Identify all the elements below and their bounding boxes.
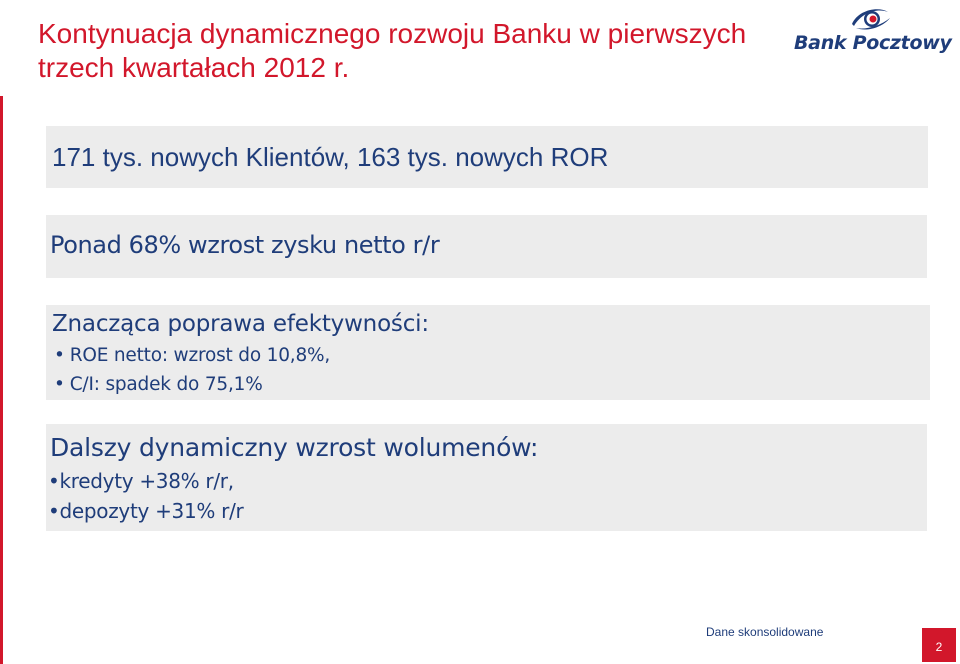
list-item-text: ROE netto: wzrost do 10,8%, [69,345,331,366]
bullet-icon: • [54,374,65,395]
left-accent-rule [0,96,3,664]
list-item: •kredyty +38% r/r, [48,469,234,493]
key-point-box-volumes: Dalszy dynamiczny wzrost wolumenów: •kre… [46,424,927,531]
bullet-icon: • [48,499,60,523]
key-point-box-efficiency: Znacząca poprawa efektywności: • ROE nett… [46,305,930,400]
logo-wordmark: Bank Pocztowy [794,32,952,54]
bank-pocztowy-emblem-icon [852,9,890,30]
key-point-box-profit: Ponad 68% wzrost zysku netto r/r [46,215,927,278]
key-point-text: Ponad 68% wzrost zysku netto r/r [50,231,440,259]
bullet-icon: • [48,469,60,493]
page-number: 2 [935,640,943,654]
bank-logo: Bank Pocztowy [794,4,954,60]
list-item: •depozyty +31% r/r [48,499,244,523]
key-point-box-clients: 171 tys. nowych Klientów, 163 tys. nowyc… [46,126,928,188]
list-item: • ROE netto: wzrost do 10,8%, [54,345,330,366]
list-item: • C/I: spadek do 75,1% [54,374,263,395]
key-point-heading: Znacząca poprawa efektywności: [52,311,429,337]
key-point-text: 171 tys. nowych Klientów, 163 tys. nowyc… [52,142,609,172]
list-item-text: kredyty +38% r/r, [59,469,235,493]
page-number-badge: 2 [922,628,956,662]
key-point-heading: Dalszy dynamiczny wzrost wolumenów: [50,433,539,462]
list-item-text: depozyty +31% r/r [59,499,244,523]
footer-note: Dane skonsolidowane [706,625,824,639]
list-item-text: C/I: spadek do 75,1% [69,374,263,395]
slide-title: Kontynuacja dynamicznego rozwoju Banku w… [38,18,747,83]
bullet-icon: • [54,345,65,366]
